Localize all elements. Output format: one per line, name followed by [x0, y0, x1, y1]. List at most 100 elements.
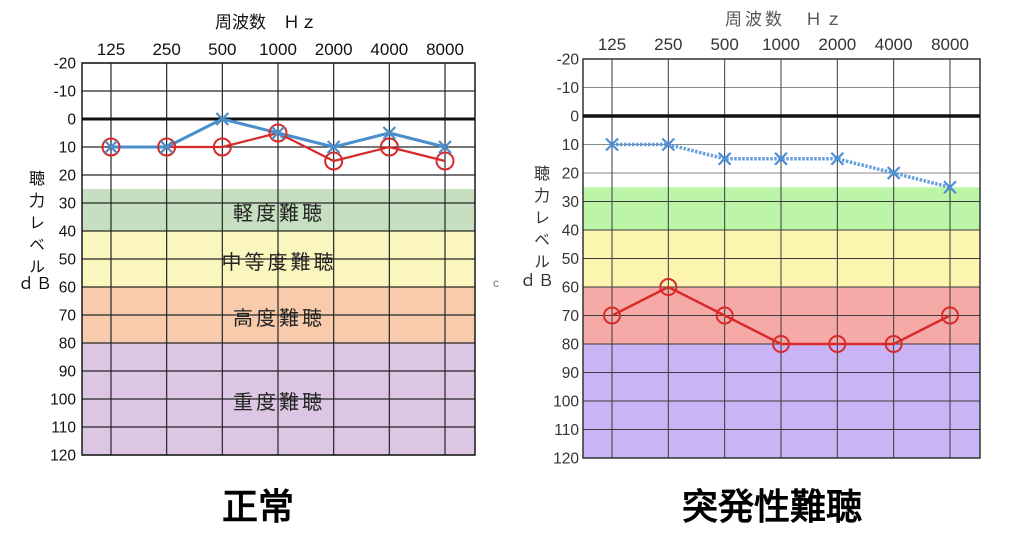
data-point-cross [830, 151, 845, 166]
y-tick-label: 10 [562, 137, 580, 154]
data-point-circle [715, 306, 734, 325]
data-point-circle [101, 137, 121, 157]
data-point-cross [438, 140, 452, 154]
data-point-cross [774, 151, 788, 166]
data-point-circle [659, 278, 678, 296]
data-point-circle [435, 151, 455, 171]
series-layer [101, 112, 455, 171]
y-tick-label: 120 [50, 448, 76, 465]
y-tick-label: 30 [59, 196, 77, 213]
frequency-axis-title: 周波数 Ｈｚ [725, 10, 845, 30]
y-tick-label: 20 [562, 166, 580, 183]
caption-sudden-hearing-loss: 突発性難聴 [682, 486, 862, 528]
x-tick-label: 250 [152, 40, 180, 59]
data-point-cross [886, 166, 901, 180]
y-tick-label: 90 [562, 365, 580, 382]
y-tick-label: 90 [59, 364, 77, 381]
caption-normal: 正常 [222, 486, 294, 528]
y-tick-label: 0 [67, 112, 76, 129]
x-tick-label: 250 [654, 35, 682, 54]
x-tick-label: 8000 [931, 35, 969, 54]
x-tick-label: 2000 [818, 35, 856, 54]
band-label: 重度難聴 [233, 390, 325, 414]
y-axis-title: 聴力レベル [531, 165, 550, 275]
y-tick-label: 100 [50, 392, 76, 409]
data-point-cross [382, 126, 397, 140]
axis-labels: 125 250 500 1000 2000 4000 8000 -20 -10 0 10 20 30 40… [553, 35, 969, 468]
data-point-cross [661, 137, 676, 152]
band-label: 中等度難聴 [222, 250, 337, 274]
x-tick-label: 125 [598, 35, 626, 54]
y-tick-label: 70 [562, 308, 580, 325]
y-tick-label: 30 [562, 194, 580, 211]
y-axis-unit: ｄＢ [18, 274, 55, 293]
y-tick-label: -10 [54, 84, 77, 101]
y-tick-label: 80 [59, 336, 77, 353]
data-point-cross [326, 140, 341, 154]
x-tick-label: 125 [97, 40, 125, 59]
y-tick-label: 110 [554, 422, 579, 439]
y-axis-title: 聴力レベル [26, 170, 45, 280]
y-tick-label: 10 [59, 140, 77, 157]
data-point-circle [324, 151, 344, 171]
y-tick-label: 40 [59, 224, 77, 241]
x-tick-label: 4000 [875, 35, 913, 54]
x-tick-label: 4000 [370, 40, 408, 59]
data-point-circle [157, 137, 177, 157]
data-point-cross [104, 140, 118, 154]
frequency-axis-title: 周波数 Ｈｚ [215, 13, 317, 33]
band-label: 高度難聴 [233, 306, 325, 330]
data-point-cross [159, 140, 174, 154]
y-tick-label: 100 [553, 394, 579, 411]
y-tick-label: -20 [557, 52, 580, 69]
y-tick-label: 0 [570, 109, 579, 126]
axis-labels: 125 250 500 1000 2000 4000 8000 -20 -10 0 10 20 30 40… [50, 40, 464, 465]
y-tick-label: 120 [553, 451, 579, 468]
x-tick-label: 8000 [426, 40, 464, 59]
x-tick-label: 1000 [762, 35, 800, 54]
band-label: 軽度難聴 [233, 201, 325, 225]
x-tick-label: 2000 [315, 40, 353, 59]
data-point-cross [717, 151, 732, 166]
hearing-level-band [583, 187, 980, 230]
series-layer [603, 137, 959, 353]
y-tick-label: 50 [59, 252, 77, 269]
y-tick-label: 20 [59, 168, 77, 185]
data-point-cross [943, 180, 957, 195]
plot-border [582, 58, 981, 459]
y-axis-unit: ｄＢ [520, 271, 557, 290]
data-point-circle [603, 306, 621, 325]
plot-border [81, 62, 476, 456]
data-point-cross [605, 137, 619, 152]
y-tick-label: 80 [562, 337, 580, 354]
data-point-circle [771, 335, 790, 353]
data-point-cross [271, 126, 285, 140]
y-tick-label: 50 [562, 251, 580, 268]
data-point-circle [379, 137, 399, 157]
data-point-circle [940, 306, 959, 325]
y-tick-label: 110 [51, 420, 76, 437]
data-point-circle [828, 335, 847, 353]
data-point-circle [212, 137, 232, 157]
grid-layer [81, 62, 476, 456]
y-tick-label: 60 [562, 280, 580, 297]
series-line-circle [611, 285, 951, 346]
x-tick-label: 1000 [259, 40, 297, 59]
y-tick-label: 70 [59, 308, 77, 325]
y-tick-label: 60 [59, 280, 77, 297]
data-point-cross [215, 112, 230, 126]
data-point-circle [268, 123, 288, 143]
stray-mark: c [493, 276, 499, 290]
x-tick-label: 500 [710, 35, 738, 54]
y-tick-label: 40 [562, 223, 580, 240]
x-tick-label: 500 [208, 40, 236, 59]
y-tick-label: -10 [557, 80, 580, 97]
data-point-circle [884, 335, 903, 353]
audiogram-normal: 周波数 Ｈｚ 125 250 500 1000 2000 4000 8000-20-1001… [50, 13, 476, 465]
audiogram-sudden-hearing-loss: 周波数 Ｈｚ 125 250 500 1000 2000 4000 8000-20-1001… [553, 10, 981, 468]
y-tick-label: -20 [54, 56, 77, 73]
bands-layer [583, 187, 980, 458]
